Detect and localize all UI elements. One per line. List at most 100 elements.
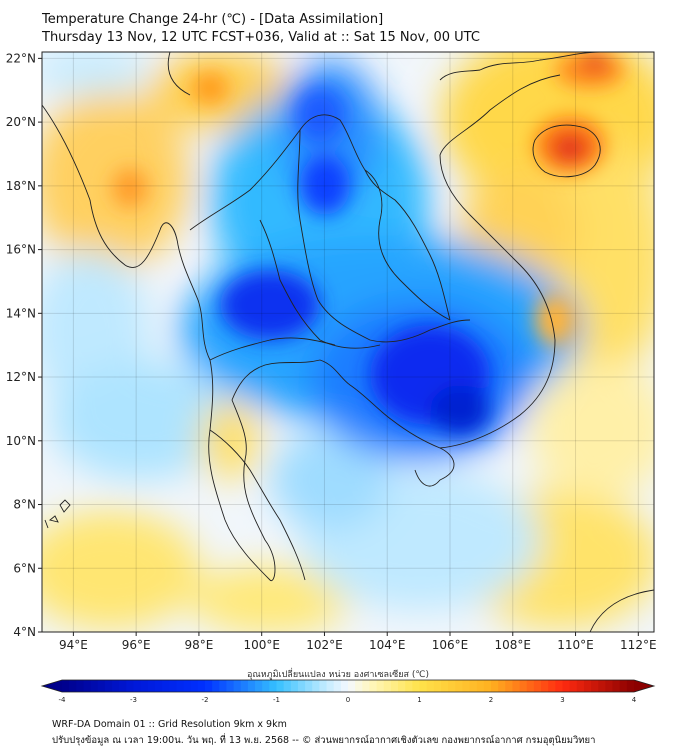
colorbar-cell bbox=[262, 680, 270, 692]
colorbar-cell bbox=[154, 680, 163, 692]
lon-label: 110°E bbox=[557, 638, 594, 652]
colorbar-cell bbox=[133, 680, 142, 692]
colorbar-cell bbox=[376, 680, 385, 692]
temperature-map: 22°N 20°N 18°N 16°N 14°N 12°N 10°N 8°N 6°N 4°N 94… bbox=[6, 51, 657, 652]
colorbar: -4 -3 -2 -1 0 1 2 3 4 bbox=[40, 679, 656, 704]
colorbar-cell bbox=[76, 680, 84, 692]
colorbar-cell bbox=[190, 680, 199, 692]
colorbar-cell bbox=[348, 680, 356, 692]
colorbar-cell bbox=[555, 680, 563, 692]
colorbar-cell bbox=[197, 680, 206, 692]
colorbar-cell bbox=[326, 680, 335, 692]
lon-label: 106°E bbox=[432, 638, 469, 652]
colorbar-tick-label: -4 bbox=[59, 696, 67, 704]
lat-label: 10°N bbox=[6, 434, 36, 448]
colorbar-cell bbox=[455, 680, 463, 692]
colorbar-extend-min bbox=[42, 680, 62, 692]
colorbar-cell bbox=[312, 680, 320, 692]
colorbar-tick-label: -3 bbox=[130, 696, 137, 704]
colorbar-cell bbox=[176, 680, 185, 692]
map-frame bbox=[41, 51, 655, 633]
colorbar-cell bbox=[548, 680, 556, 692]
colorbar-cell bbox=[212, 680, 220, 692]
lon-label: 96°E bbox=[122, 638, 151, 652]
colorbar-cell bbox=[469, 680, 478, 692]
colorbar-cell bbox=[83, 680, 92, 692]
lon-label: 104°E bbox=[369, 638, 406, 652]
colorbar-cell bbox=[605, 680, 614, 692]
footer-model-info: WRF-DA Domain 01 :: Grid Resolution 9km … bbox=[52, 719, 287, 730]
lon-label: 108°E bbox=[495, 638, 532, 652]
lat-label: 4°N bbox=[13, 625, 36, 639]
lon-label: 94°E bbox=[59, 638, 88, 652]
colorbar-cell bbox=[219, 680, 227, 692]
colorbar-tick-label: 2 bbox=[489, 696, 493, 704]
colorbar-cell bbox=[276, 680, 285, 692]
colorbar-cell bbox=[269, 680, 277, 692]
colorbar-cell bbox=[240, 680, 249, 692]
lat-label: 22°N bbox=[6, 51, 36, 65]
lat-label: 16°N bbox=[6, 243, 36, 257]
colorbar-cell bbox=[541, 680, 549, 692]
colorbar-cell bbox=[283, 680, 292, 692]
colorbar-frame bbox=[40, 679, 656, 693]
colorbar-cell bbox=[362, 680, 370, 692]
colorbar-cell bbox=[448, 680, 456, 692]
colorbar-cell bbox=[169, 680, 177, 692]
colorbar-cell bbox=[112, 680, 120, 692]
colorbar-cell bbox=[97, 680, 106, 692]
colorbar-cell bbox=[398, 680, 406, 692]
lat-label: 18°N bbox=[6, 179, 36, 193]
colorbar-title: อุณหภูมิเปลี่ยนแปลง หน่วย องศาเซลเซียส (… bbox=[246, 670, 430, 680]
colorbar-cell bbox=[355, 680, 363, 692]
colorbar-cell bbox=[612, 680, 621, 692]
colorbar-cell bbox=[583, 680, 592, 692]
colorbar-extend-max bbox=[634, 680, 654, 692]
colorbar-cell bbox=[183, 680, 192, 692]
colorbar-tick-label: 1 bbox=[417, 696, 421, 704]
colorbar-cell bbox=[383, 680, 392, 692]
colorbar-cell bbox=[512, 680, 521, 692]
lon-label: 100°E bbox=[243, 638, 280, 652]
colorbar-cell bbox=[297, 680, 306, 692]
colorbar-cell bbox=[340, 680, 349, 692]
map-title: Temperature Change 24-hr (℃) - [Data Ass… bbox=[42, 12, 384, 27]
colorbar-cell bbox=[412, 680, 420, 692]
colorbar-cell bbox=[626, 680, 635, 692]
colorbar-cell bbox=[576, 680, 585, 692]
colorbar-cell bbox=[390, 680, 399, 692]
colorbar-tick-label: 4 bbox=[632, 696, 637, 704]
colorbar-cell bbox=[462, 680, 471, 692]
colorbar-cell bbox=[233, 680, 242, 692]
colorbar-cell bbox=[290, 680, 299, 692]
lon-label: 112°E bbox=[620, 638, 657, 652]
footer-credits: ปรับปรุงข้อมูล ณ เวลา 19:00น. วัน พฤ. ที… bbox=[52, 735, 596, 746]
colorbar-cell bbox=[333, 680, 342, 692]
colorbar-cell bbox=[505, 680, 513, 692]
colorbar-tick-label: 0 bbox=[346, 696, 350, 704]
colorbar-cell bbox=[491, 680, 499, 692]
colorbar-cell bbox=[433, 680, 442, 692]
colorbar-cell bbox=[319, 680, 328, 692]
colorbar-cell bbox=[140, 680, 149, 692]
colorbar-cell bbox=[533, 680, 542, 692]
lat-label: 12°N bbox=[6, 370, 36, 384]
lat-label: 14°N bbox=[6, 306, 36, 320]
colorbar-cell bbox=[598, 680, 606, 692]
lat-label: 6°N bbox=[13, 561, 36, 575]
colorbar-cell bbox=[562, 680, 571, 692]
colorbar-cell bbox=[104, 680, 113, 692]
latitude-labels: 22°N 20°N 18°N 16°N 14°N 12°N 10°N 8°N 6°N 4°N bbox=[6, 51, 42, 639]
lon-label: 102°E bbox=[306, 638, 343, 652]
colorbar-cell bbox=[591, 680, 599, 692]
colorbar-tick-label: 3 bbox=[560, 696, 564, 704]
colorbar-cell bbox=[569, 680, 578, 692]
colorbar-tick-label: -1 bbox=[273, 696, 280, 704]
map-subtitle: Thursday 13 Nov, 12 UTC FCST+036, Valid … bbox=[42, 30, 480, 45]
longitude-labels: 94°E 96°E 98°E 100°E 102°E 104°E 106°E 108°E 110… bbox=[59, 632, 657, 652]
colorbar-cell bbox=[305, 680, 313, 692]
colorbar-cell bbox=[90, 680, 99, 692]
colorbar-cell bbox=[440, 680, 449, 692]
colorbar-ticks: -4 -3 -2 -1 0 1 2 3 4 bbox=[59, 696, 637, 704]
colorbar-cell bbox=[405, 680, 413, 692]
